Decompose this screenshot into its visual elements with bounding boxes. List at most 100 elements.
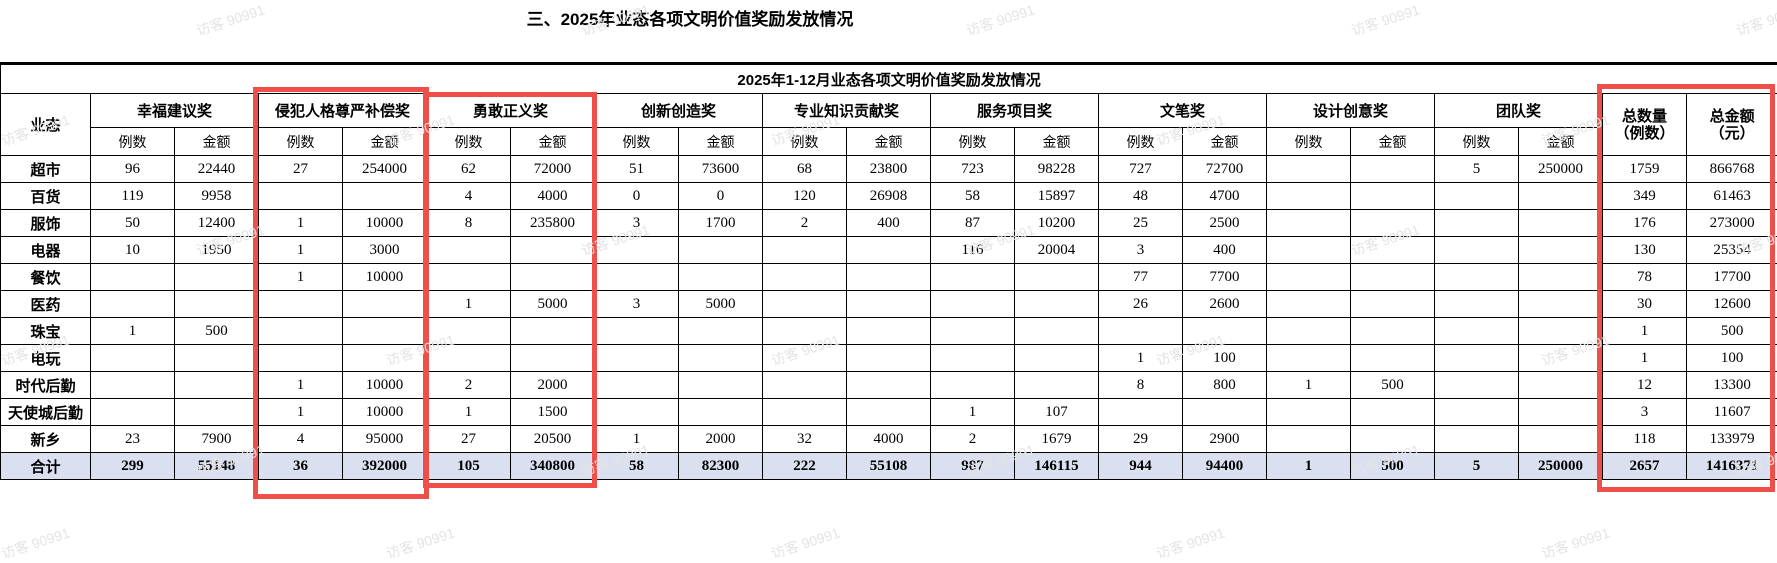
data-cell [1351, 210, 1435, 237]
data-cell [1519, 210, 1603, 237]
reward-table: 2025年1-12月业态各项文明价值奖励发放情况业态幸福建议奖侵犯人格尊严补偿奖… [0, 62, 1777, 480]
watermark-text: 访客 90991 [0, 523, 72, 563]
subheader-cases: 例数 [595, 128, 679, 156]
data-cell [427, 345, 511, 372]
data-cell [1351, 345, 1435, 372]
data-cell [1267, 291, 1351, 318]
total-cell: 94400 [1183, 453, 1267, 480]
data-cell: 118 [1603, 426, 1687, 453]
data-cell [91, 372, 175, 399]
data-cell [1519, 264, 1603, 291]
data-cell [427, 264, 511, 291]
subheader-cases: 例数 [763, 128, 847, 156]
total-header-title: 总金额 [1687, 108, 1777, 125]
data-cell: 400 [1183, 237, 1267, 264]
data-cell [931, 264, 1015, 291]
data-cell: 25354 [1687, 237, 1777, 264]
data-cell: 5000 [511, 291, 595, 318]
data-cell [1435, 318, 1519, 345]
data-cell [259, 183, 343, 210]
data-cell [511, 237, 595, 264]
total-cell: 58 [595, 453, 679, 480]
data-cell: 100 [1183, 345, 1267, 372]
data-cell: 4000 [847, 426, 931, 453]
data-cell [595, 399, 679, 426]
data-cell [679, 318, 763, 345]
data-cell: 15897 [1015, 183, 1099, 210]
data-cell: 4 [427, 183, 511, 210]
data-cell [847, 264, 931, 291]
group-header: 设计创意奖 [1267, 94, 1435, 128]
data-cell: 3 [595, 210, 679, 237]
data-cell: 10000 [343, 210, 427, 237]
data-cell [847, 399, 931, 426]
data-cell: 120 [763, 183, 847, 210]
data-cell: 0 [679, 183, 763, 210]
data-cell: 1 [1099, 345, 1183, 372]
data-cell [1435, 426, 1519, 453]
data-cell: 5 [1435, 156, 1519, 183]
table-caption: 2025年1-12月业态各项文明价值奖励发放情况 [1, 64, 1777, 94]
total-cell: 392000 [343, 453, 427, 480]
data-cell [1435, 264, 1519, 291]
data-cell: 2600 [1183, 291, 1267, 318]
data-cell [679, 372, 763, 399]
data-cell: 2000 [679, 426, 763, 453]
data-cell: 1 [91, 318, 175, 345]
data-cell: 30 [1603, 291, 1687, 318]
data-cell [931, 345, 1015, 372]
data-cell: 0 [595, 183, 679, 210]
data-cell: 95000 [343, 426, 427, 453]
row-label: 珠宝 [1, 318, 91, 345]
data-cell [259, 291, 343, 318]
data-cell: 68 [763, 156, 847, 183]
data-cell [1519, 399, 1603, 426]
row-label: 天使城后勤 [1, 399, 91, 426]
data-cell [1183, 399, 1267, 426]
data-cell: 25 [1099, 210, 1183, 237]
data-cell: 51 [595, 156, 679, 183]
data-cell [595, 264, 679, 291]
data-cell: 10000 [343, 264, 427, 291]
subheader-amount: 金额 [847, 128, 931, 156]
data-cell [1267, 426, 1351, 453]
row-label: 电玩 [1, 345, 91, 372]
data-cell: 98228 [1015, 156, 1099, 183]
data-cell: 4700 [1183, 183, 1267, 210]
data-cell [1519, 426, 1603, 453]
data-cell [1267, 183, 1351, 210]
data-cell: 10200 [1015, 210, 1099, 237]
data-cell: 1 [1603, 345, 1687, 372]
data-cell [1351, 291, 1435, 318]
data-cell: 133979 [1687, 426, 1777, 453]
data-cell: 116 [931, 237, 1015, 264]
data-cell: 9958 [175, 183, 259, 210]
total-cell: 944 [1099, 453, 1183, 480]
table-container: 2025年1-12月业态各项文明价值奖励发放情况业态幸福建议奖侵犯人格尊严补偿奖… [0, 62, 1777, 480]
data-cell [343, 183, 427, 210]
data-cell: 50 [91, 210, 175, 237]
total-cell: 2657 [1603, 453, 1687, 480]
data-cell [1267, 399, 1351, 426]
data-cell [679, 237, 763, 264]
total-header-unit: （例数） [1603, 125, 1686, 142]
data-cell [1015, 318, 1099, 345]
data-cell: 48 [1099, 183, 1183, 210]
data-cell: 20500 [511, 426, 595, 453]
data-cell: 1 [259, 237, 343, 264]
data-cell [763, 291, 847, 318]
data-cell [1435, 372, 1519, 399]
data-cell [1351, 237, 1435, 264]
data-cell: 727 [1099, 156, 1183, 183]
data-cell: 10 [91, 237, 175, 264]
data-cell: 3 [595, 291, 679, 318]
data-cell [175, 372, 259, 399]
data-cell: 72000 [511, 156, 595, 183]
data-cell: 3000 [343, 237, 427, 264]
subheader-amount: 金额 [1015, 128, 1099, 156]
data-cell [1519, 291, 1603, 318]
data-cell [1351, 156, 1435, 183]
